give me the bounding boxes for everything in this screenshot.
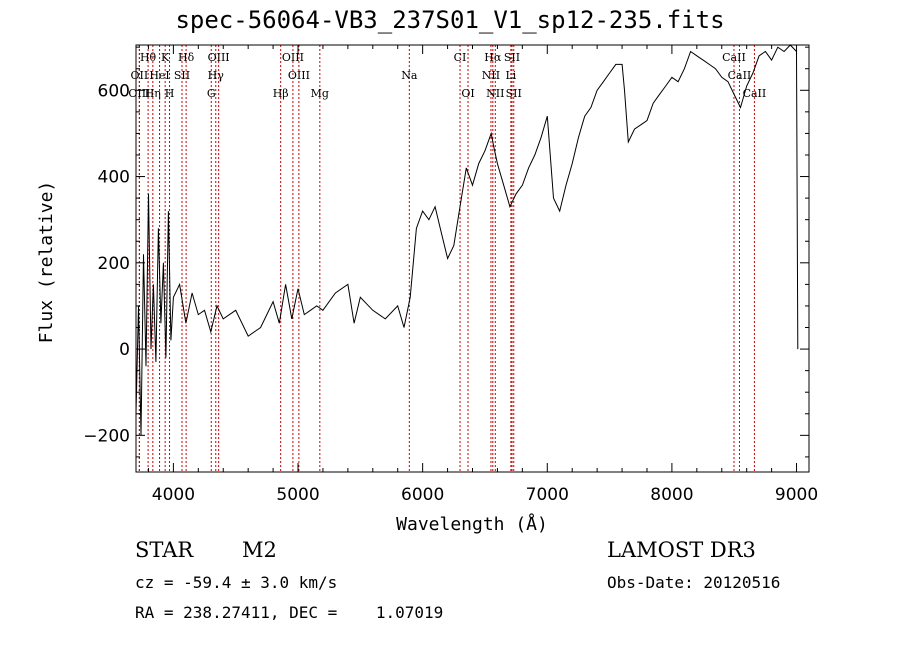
x-tick-label: 6000 (401, 485, 444, 505)
marker-label: Hγ (208, 69, 225, 82)
marker-label: OIII (282, 51, 304, 64)
marker-label: OI (461, 87, 474, 100)
plot-frame (135, 44, 810, 473)
x-tick-label: 5000 (276, 485, 319, 505)
marker-label: Na (401, 69, 418, 82)
marker-label: SII (504, 51, 520, 64)
survey-name: LAMOST DR3 (607, 538, 756, 562)
marker-label: NII (486, 87, 504, 100)
marker-label: Hη (145, 87, 161, 100)
marker-label: H (165, 87, 175, 100)
marker-label: Hδ (178, 51, 195, 64)
marker-label: Hβ (273, 87, 289, 100)
marker-label: OIII (128, 87, 150, 100)
object-type: STAR (135, 538, 194, 562)
marker-label: Li (505, 69, 516, 82)
line-markers (138, 45, 755, 472)
marker-label: NII (482, 69, 500, 82)
spectrum-line (135, 44, 799, 436)
marker-label: SII (506, 87, 522, 100)
x-tick-label: 9000 (775, 485, 818, 505)
coordinates-text: RA = 238.27411, DEC = 1.07019 (135, 603, 444, 622)
marker-label: SII (174, 69, 190, 82)
y-tick-label: 600 (98, 81, 130, 101)
x-tick-label: 7000 (526, 485, 569, 505)
marker-label: OII (131, 69, 149, 82)
marker-label: OIII (208, 51, 230, 64)
y-tick-label: −200 (83, 426, 130, 446)
marker-label: CI (454, 51, 467, 64)
marker-label: CaII (728, 69, 752, 82)
y-axis: −200 0 200 400 600 (83, 46, 809, 458)
marker-label: Hα (484, 51, 502, 64)
marker-label: HeI (149, 69, 169, 82)
marker-label: Mg (311, 87, 329, 100)
marker-label: OIII (288, 69, 310, 82)
marker-label: CaII (722, 51, 746, 64)
x-tick-label: 8000 (650, 485, 693, 505)
marker-label: K (161, 51, 170, 64)
y-tick-label: 400 (98, 168, 130, 188)
marker-label: Hθ (140, 51, 157, 64)
x-axis-label: Wavelength (Å) (396, 513, 548, 535)
y-axis-label: Flux (relative) (36, 181, 57, 344)
chart-title: spec-56064-VB3_237S01_V1_sp12-235.fits (175, 6, 725, 34)
object-subclass: M2 (242, 538, 277, 562)
x-tick-label: 4000 (152, 485, 195, 505)
marker-label: CaII (743, 87, 767, 100)
y-tick-label: 0 (119, 340, 130, 360)
redshift-text: cz = -59.4 ± 3.0 km/s (135, 573, 338, 592)
obs-date: Obs-Date: 20120516 (607, 573, 781, 592)
x-axis: 4000 5000 6000 7000 8000 9000 (147, 45, 818, 505)
marker-label: G (207, 87, 216, 100)
y-tick-label: 200 (98, 254, 130, 274)
